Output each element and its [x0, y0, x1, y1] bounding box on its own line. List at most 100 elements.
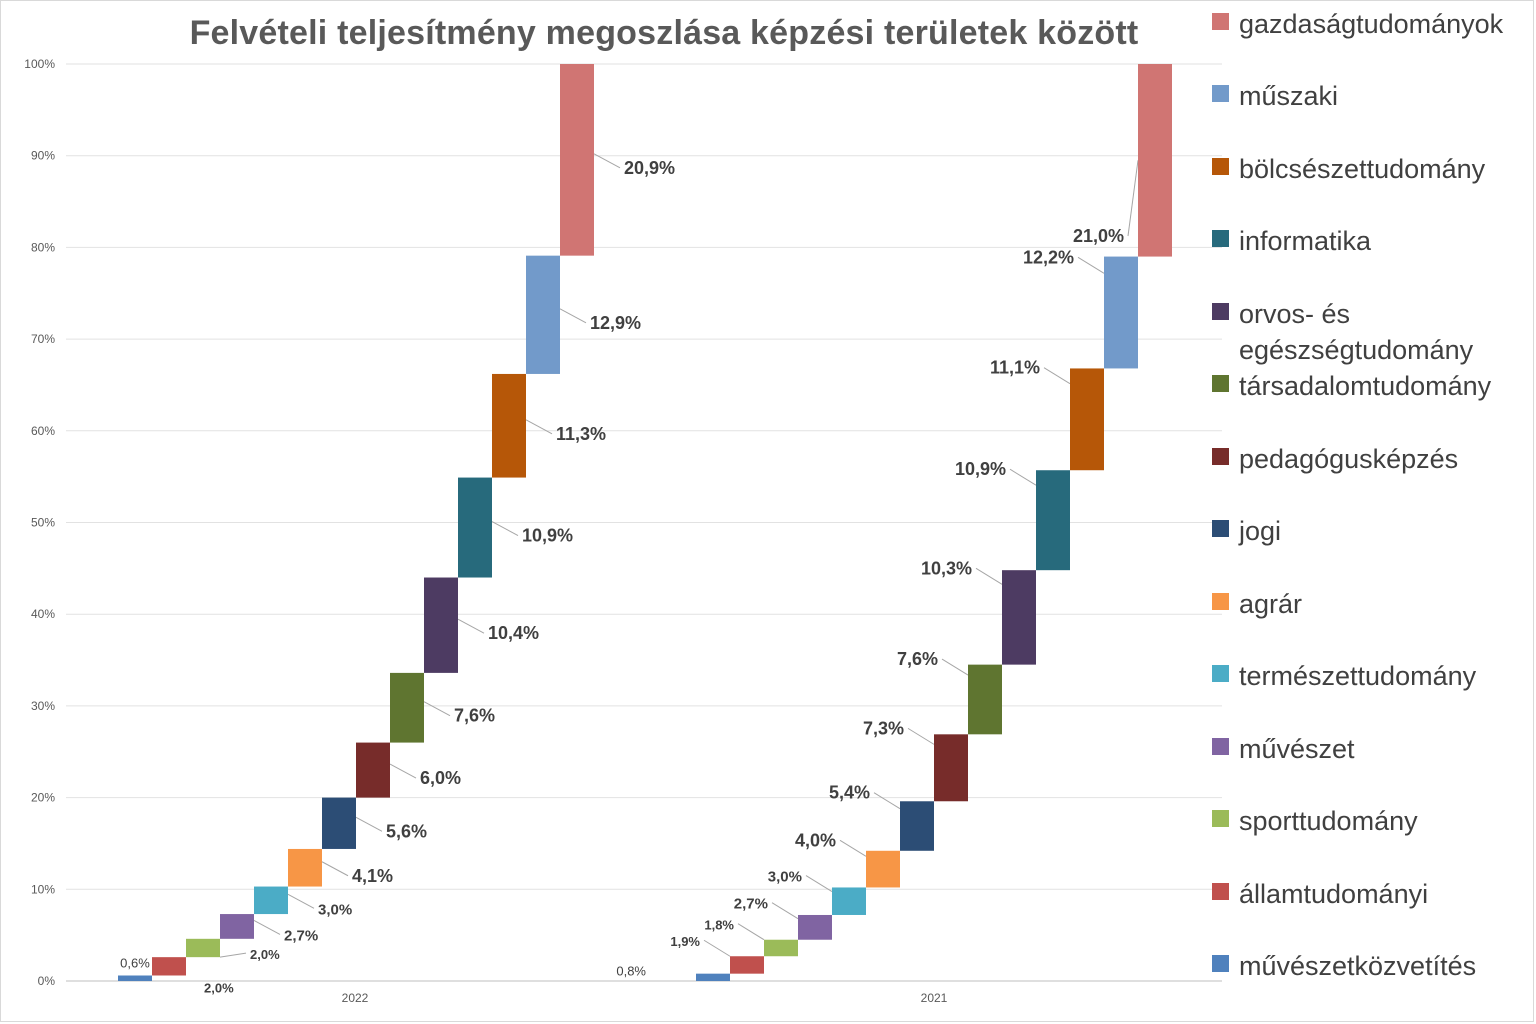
leader-line [491, 521, 519, 536]
leader-line [423, 701, 451, 717]
leader-line [321, 861, 349, 877]
legend-swatch [1212, 883, 1229, 900]
legend-swatch [1212, 303, 1229, 320]
y-tick-label: 30% [31, 699, 55, 713]
leader-line [593, 153, 621, 169]
data-label: 7,3% [863, 718, 904, 738]
bar-2022-10 [458, 477, 492, 578]
bar-2021-2 [764, 939, 798, 957]
data-label: 5,4% [829, 783, 870, 803]
leader-line [771, 902, 799, 920]
bar-2022-12 [526, 255, 560, 374]
leader-line [253, 919, 281, 935]
legend-item: művészetközvetítés [1212, 948, 1529, 984]
y-axis-ticks: 0% 10% 20% 30% 40% 50% 60% 70% 80% 90% 100% [24, 57, 55, 988]
legend-label: bölcsészettudomány [1239, 154, 1486, 184]
legend-swatch [1212, 13, 1229, 30]
bar-2022-11 [492, 373, 526, 478]
legend-label: agrár [1239, 589, 1303, 619]
y-tick-label: 10% [31, 882, 55, 896]
leader-line [1043, 367, 1071, 385]
legend-item: jogi [1212, 513, 1529, 549]
legend-item: pedagógusképzés [1212, 441, 1529, 477]
legend-item: bölcsészettudomány [1212, 151, 1529, 187]
data-label: 1,9% [670, 934, 700, 949]
legend-item: sporttudomány [1212, 803, 1529, 839]
leader-line [1077, 256, 1105, 274]
leader-line [975, 567, 1003, 585]
bar-2022-0 [118, 975, 152, 981]
legend-swatch [1212, 85, 1229, 102]
data-label: 11,1% [990, 358, 1040, 378]
bar-2022-2 [186, 938, 220, 958]
data-label: 12,9% [590, 313, 641, 333]
leader-line [941, 658, 969, 676]
y-tick-label: 100% [24, 57, 55, 71]
bar-2021-13 [1138, 64, 1172, 257]
data-label: 11,3% [556, 424, 606, 444]
bar-2022-13 [560, 64, 594, 256]
bars [118, 64, 1172, 981]
y-tick-label: 60% [31, 424, 55, 438]
legend-label: orvos- és egészségtudomány [1239, 299, 1474, 365]
y-tick-label: 20% [31, 791, 55, 805]
leader-line [389, 763, 417, 779]
bar-2022-6 [322, 797, 356, 849]
data-label: 20,9% [624, 158, 675, 178]
data-label: 2,0% [250, 947, 280, 962]
legend-label: államtudományi [1239, 879, 1429, 909]
bar-2021-7 [934, 734, 968, 802]
data-label: 5,6% [386, 821, 427, 841]
leader-lines [219, 153, 1139, 958]
leader-line [805, 875, 833, 893]
legend-item: gazdaságtudományok [1212, 6, 1529, 42]
bar-2021-6 [900, 801, 934, 851]
leader-line [525, 419, 553, 435]
legend-label: pedagógusképzés [1239, 444, 1459, 474]
y-tick-label: 50% [31, 516, 55, 530]
y-tick-label: 0% [38, 974, 56, 988]
y-tick-label: 40% [31, 607, 55, 621]
leader-line [737, 923, 765, 941]
legend-swatch [1212, 448, 1229, 465]
data-label: 6,0% [420, 768, 461, 788]
legend: gazdaságtudományok műszaki bölcsészettudom… [1212, 0, 1532, 1000]
bar-2022-7 [356, 742, 390, 798]
data-label: 10,3% [921, 558, 972, 578]
y-tick-label: 90% [31, 149, 55, 163]
bar-2021-5 [866, 850, 900, 888]
legend-label: sporttudomány [1239, 806, 1418, 836]
leader-line [287, 893, 315, 909]
legend-swatch [1212, 593, 1229, 610]
legend-item: társadalomtudomány [1212, 368, 1529, 404]
leader-line [219, 952, 247, 958]
data-labels: 0,6%2,0%2,0%2,7%3,0%4,1%5,6%6,0%7,6%10,4… [120, 158, 1124, 996]
leader-line [457, 618, 485, 634]
y-tick-label: 70% [31, 332, 55, 346]
x-axis-categories: 2022 2021 [342, 991, 948, 1005]
leader-line [907, 727, 935, 745]
bar-2022-1 [152, 957, 186, 976]
data-label: 2,0% [204, 980, 234, 995]
bar-2022-9 [424, 577, 458, 673]
legend-item: műszaki [1212, 78, 1529, 114]
data-label: 3,0% [318, 901, 352, 918]
bar-2021-8 [968, 664, 1002, 735]
leader-line [1127, 160, 1139, 237]
data-label: 4,1% [352, 866, 393, 886]
legend-item: orvos- és egészségtudomány [1212, 296, 1529, 368]
bar-2021-3 [798, 914, 832, 940]
data-label: 0,6% [120, 955, 150, 970]
legend-swatch [1212, 810, 1229, 827]
legend-item: természettudomány [1212, 658, 1529, 694]
legend-label: informatika [1239, 226, 1372, 256]
data-label: 10,9% [522, 526, 573, 546]
data-label: 7,6% [897, 649, 938, 669]
leader-line [839, 839, 867, 857]
legend-item: informatika [1212, 223, 1529, 259]
bar-2021-1 [730, 956, 764, 974]
legend-swatch [1212, 665, 1229, 682]
data-label: 3,0% [768, 869, 802, 886]
